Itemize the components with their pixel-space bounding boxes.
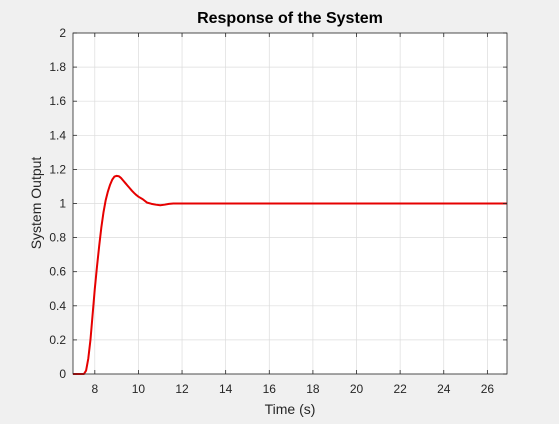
x-tick-label: 12 [175, 382, 189, 396]
series-layer [73, 174, 507, 375]
y-tick-label: 1 [59, 197, 66, 211]
y-tick-label: 0.4 [49, 299, 66, 313]
y-axis-label: System Output [28, 157, 44, 250]
tick-labels: 8 10 12 14 16 18 20 22 24 26 0 0.2 0.4 0.6 0.8 1 1.2 1.4 1… [49, 26, 494, 396]
x-axis-label: Time (s) [265, 401, 316, 417]
y-tick-label: 0 [59, 367, 66, 381]
x-tick-label: 20 [350, 382, 364, 396]
y-tick-label: 2 [59, 26, 66, 40]
y-tick-label: 1.2 [49, 162, 66, 176]
y-tick-label: 1.4 [49, 128, 66, 142]
ticks [73, 32, 507, 375]
y-tick-label: 0.2 [49, 333, 66, 347]
y-tick-label: 0.8 [49, 231, 66, 245]
y-tick-label: 0.6 [49, 265, 66, 279]
x-tick-label: 18 [306, 382, 320, 396]
x-tick-label: 16 [263, 382, 277, 396]
x-tick-label: 22 [393, 382, 407, 396]
chart-title: Response of the System [197, 10, 383, 27]
y-tick-label: 1.8 [49, 60, 66, 74]
x-tick-label: 8 [91, 382, 98, 396]
x-tick-label: 24 [437, 382, 451, 396]
x-tick-label: 14 [219, 382, 233, 396]
x-tick-label: 26 [481, 382, 495, 396]
response-series-line [73, 174, 507, 375]
y-tick-label: 1.6 [49, 94, 66, 108]
x-tick-label: 10 [132, 382, 146, 396]
